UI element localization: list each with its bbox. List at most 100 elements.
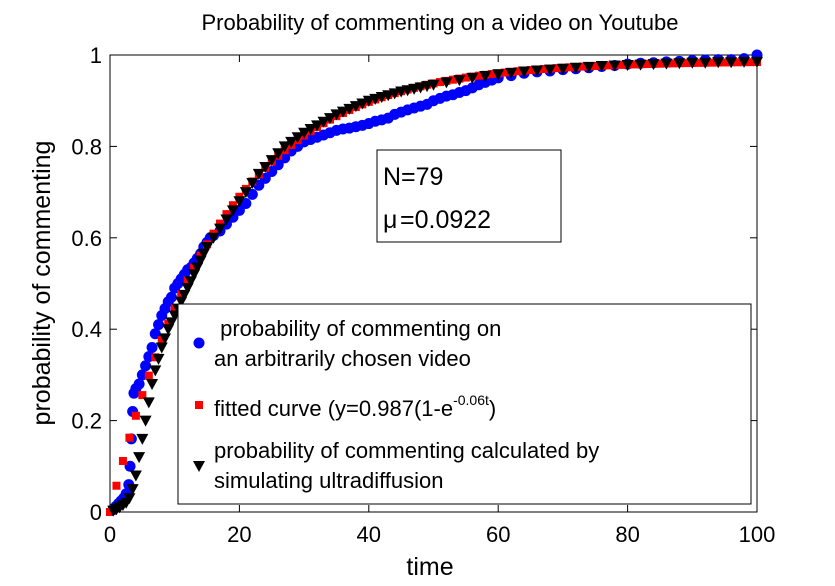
point-simulated	[123, 493, 136, 505]
x-axis-label: time	[406, 553, 453, 581]
point-simulated	[233, 196, 246, 208]
annotation-mu: =0.0922	[400, 206, 491, 234]
y-tick-label: 1	[90, 43, 102, 68]
point-simulated	[356, 98, 369, 110]
point-fitted	[643, 60, 652, 69]
point-fitted	[138, 391, 147, 400]
point-fitted	[746, 58, 755, 67]
point-simulated	[673, 58, 686, 70]
point-simulated	[146, 379, 159, 391]
point-simulated	[304, 124, 317, 136]
point-fitted	[526, 66, 535, 75]
point-simulated	[246, 177, 259, 189]
point-fitted	[630, 60, 639, 69]
legend-entry-simulated-line1: probability of commenting calculated by	[214, 438, 599, 463]
point-fitted	[215, 219, 224, 228]
annotation-box: N=79 μ =0.0922	[376, 149, 562, 243]
point-simulated	[133, 452, 146, 464]
y-tick-label: 0	[90, 500, 102, 525]
point-observed	[124, 460, 136, 472]
y-axis: 0 0.2 0.4 0.6 0.8 1	[71, 43, 757, 525]
point-fitted	[112, 481, 121, 490]
point-simulated	[608, 60, 621, 72]
point-fitted	[617, 60, 626, 69]
point-observed	[165, 291, 177, 303]
point-simulated	[543, 64, 556, 76]
point-fitted	[144, 371, 153, 380]
x-tick-label: 20	[227, 522, 251, 547]
point-simulated	[738, 56, 751, 68]
point-fitted	[448, 75, 457, 84]
point-simulated	[285, 136, 298, 148]
point-simulated	[149, 365, 162, 377]
point-simulated	[239, 187, 252, 199]
point-simulated	[155, 342, 168, 354]
legend-marker-fitted	[195, 401, 203, 409]
point-fitted	[591, 61, 600, 70]
point-simulated	[556, 63, 569, 75]
x-tick-label: 100	[739, 522, 776, 547]
point-fitted	[118, 456, 127, 465]
chart-title: Probability of commenting on a video on …	[202, 10, 679, 35]
point-simulated	[531, 65, 544, 77]
point-observed	[146, 341, 158, 353]
legend-entry-observed-line2: an arbitrarily chosen video	[214, 346, 471, 371]
point-simulated	[213, 223, 226, 235]
point-simulated	[201, 241, 214, 253]
point-simulated	[207, 232, 220, 244]
point-fitted	[513, 67, 522, 76]
point-simulated	[278, 141, 291, 153]
point-simulated	[311, 120, 324, 132]
point-fitted	[707, 58, 716, 67]
point-fitted	[578, 62, 587, 71]
point-simulated	[647, 59, 660, 71]
point-simulated	[725, 57, 738, 69]
point-simulated	[634, 59, 647, 71]
point-simulated	[158, 333, 171, 345]
point-fitted	[681, 59, 690, 68]
point-simulated	[317, 116, 330, 128]
point-fitted	[565, 63, 574, 72]
legend-entry-fitted: fitted curve (y=0.987(1-e-0.06t)	[214, 392, 496, 421]
y-tick-label: 0.2	[71, 409, 102, 434]
point-simulated	[427, 79, 440, 91]
point-fitted	[190, 263, 199, 272]
y-tick-label: 0.4	[71, 317, 102, 342]
point-simulated	[259, 161, 272, 173]
point-fitted	[435, 78, 444, 87]
point-simulated	[686, 57, 699, 69]
legend: probability of commenting on an arbitrar…	[177, 303, 752, 505]
y-tick-label: 0.8	[71, 134, 102, 159]
point-simulated	[126, 484, 139, 496]
legend-entry-fitted-suffix: )	[489, 396, 496, 421]
point-fitted	[222, 210, 231, 219]
point-fitted	[164, 319, 173, 328]
point-simulated	[291, 132, 304, 144]
point-simulated	[595, 60, 608, 72]
x-tick-label: 40	[357, 522, 381, 547]
x-axis: 0 20 40 60 80 100	[104, 55, 775, 547]
point-simulated	[466, 72, 479, 84]
point-simulated	[569, 62, 582, 74]
point-observed	[153, 319, 165, 331]
legend-entry-observed-line1: probability of commenting on	[214, 316, 501, 341]
point-fitted	[655, 59, 664, 68]
point-simulated	[712, 57, 725, 69]
point-simulated	[336, 106, 349, 118]
annotation-mu-symbol: μ	[383, 206, 397, 234]
point-fitted	[733, 58, 742, 67]
point-fitted	[668, 59, 677, 68]
point-simulated	[453, 75, 466, 87]
point-simulated	[330, 109, 343, 121]
point-simulated	[129, 470, 142, 482]
legend-frame	[177, 303, 752, 505]
annotation-n: N=79	[383, 163, 443, 191]
point-simulated	[226, 205, 239, 217]
point-simulated	[699, 57, 712, 69]
point-simulated	[505, 67, 518, 79]
point-simulated	[142, 397, 155, 409]
x-tick-label: 80	[615, 522, 639, 547]
point-simulated	[265, 155, 278, 167]
point-simulated	[323, 113, 336, 125]
point-fitted	[474, 71, 483, 80]
